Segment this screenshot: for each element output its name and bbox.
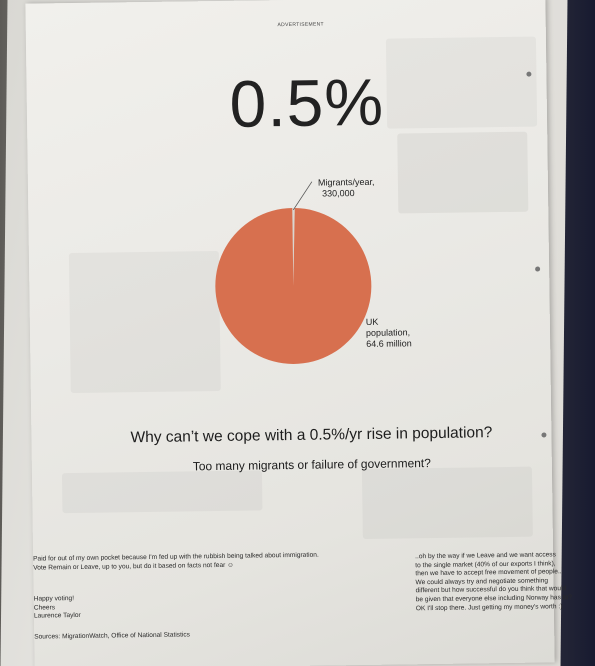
migrants-label: Migrants/year,330,000 [318,177,375,199]
migrants-leader-line [292,181,313,211]
headline-question: Why can’t we cope with a 0.5%/yr rise in… [130,424,493,447]
pie-slice-migrants [292,207,295,286]
signature-line: Laurence Taylor [33,612,81,620]
pie-slice-uk-population [215,207,372,364]
pie-chart: Migrants/year,330,000 UKpopulation,64.6 m… [215,177,412,364]
show-through-text [361,466,533,540]
sources-note: Sources: MigrationWatch, Office of Natio… [34,631,191,641]
funding-note: Paid for out of my own pocket because I'… [33,551,363,573]
binder-hole [526,71,532,77]
advert-page: ADVERTISEMENT 0.5% Migrants/year,330,000… [25,0,572,666]
uk-population-label: UKpopulation,64.6 million [366,316,412,349]
binder-hole [535,266,541,272]
signature-block: Happy voting! Cheers Laurence Taylor [34,594,154,621]
right-note: ..oh by the way if we Leave and we want … [415,550,595,613]
binder-hole [541,432,547,438]
show-through-text [61,470,263,514]
